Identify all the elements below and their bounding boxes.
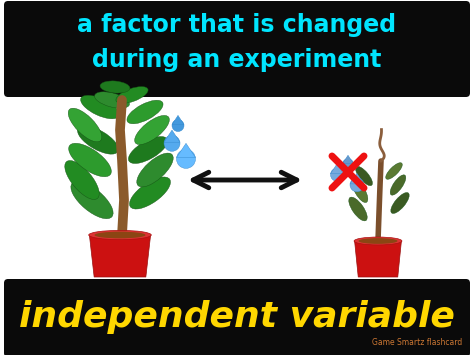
- Polygon shape: [355, 241, 401, 277]
- Ellipse shape: [128, 137, 168, 164]
- Ellipse shape: [65, 160, 99, 200]
- Ellipse shape: [71, 181, 113, 219]
- Circle shape: [164, 135, 180, 151]
- Text: Game Smartz flashcard: Game Smartz flashcard: [372, 338, 462, 347]
- Ellipse shape: [137, 153, 173, 187]
- FancyBboxPatch shape: [4, 279, 470, 355]
- Ellipse shape: [116, 87, 148, 103]
- Ellipse shape: [352, 180, 368, 203]
- Ellipse shape: [356, 166, 373, 186]
- Ellipse shape: [129, 177, 171, 209]
- Ellipse shape: [349, 197, 367, 221]
- Polygon shape: [330, 164, 344, 174]
- Circle shape: [176, 149, 195, 168]
- Ellipse shape: [69, 143, 111, 177]
- FancyBboxPatch shape: [4, 1, 470, 97]
- Ellipse shape: [354, 237, 402, 245]
- Polygon shape: [176, 143, 195, 158]
- Circle shape: [172, 120, 184, 132]
- Text: independent variable: independent variable: [19, 300, 455, 334]
- Ellipse shape: [391, 192, 409, 213]
- Ellipse shape: [68, 108, 102, 142]
- Ellipse shape: [390, 175, 406, 195]
- Ellipse shape: [135, 115, 169, 144]
- Ellipse shape: [358, 238, 398, 244]
- Polygon shape: [172, 115, 184, 125]
- Ellipse shape: [100, 81, 130, 93]
- Polygon shape: [90, 235, 151, 277]
- Polygon shape: [350, 174, 364, 184]
- Circle shape: [330, 168, 344, 181]
- Circle shape: [350, 178, 364, 192]
- Ellipse shape: [94, 232, 146, 238]
- Ellipse shape: [94, 92, 129, 108]
- Ellipse shape: [81, 95, 119, 119]
- Ellipse shape: [127, 100, 163, 124]
- Ellipse shape: [386, 163, 402, 179]
- Ellipse shape: [78, 126, 118, 154]
- Polygon shape: [343, 155, 354, 164]
- Ellipse shape: [89, 230, 151, 240]
- Text: during an experiment: during an experiment: [92, 48, 382, 72]
- Text: a factor that is changed: a factor that is changed: [77, 13, 397, 37]
- Circle shape: [343, 159, 354, 170]
- Polygon shape: [164, 130, 180, 142]
